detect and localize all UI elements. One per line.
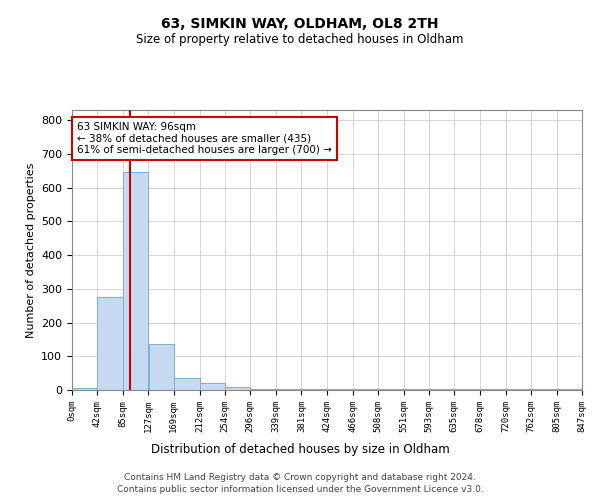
- Bar: [149, 344, 173, 390]
- Bar: [557, 388, 582, 390]
- Bar: [429, 388, 454, 390]
- Bar: [276, 388, 301, 390]
- Bar: [72, 388, 97, 390]
- Bar: [506, 388, 530, 390]
- Text: Contains public sector information licensed under the Government Licence v3.0.: Contains public sector information licen…: [116, 485, 484, 494]
- Y-axis label: Number of detached properties: Number of detached properties: [26, 162, 35, 338]
- Bar: [353, 388, 378, 390]
- Text: 63 SIMKIN WAY: 96sqm
← 38% of detached houses are smaller (435)
61% of semi-deta: 63 SIMKIN WAY: 96sqm ← 38% of detached h…: [77, 122, 332, 155]
- Bar: [97, 297, 123, 390]
- Bar: [250, 388, 276, 390]
- Text: Size of property relative to detached houses in Oldham: Size of property relative to detached ho…: [136, 32, 464, 46]
- Bar: [531, 388, 557, 390]
- Bar: [174, 378, 199, 390]
- Bar: [200, 384, 225, 390]
- Bar: [378, 388, 404, 390]
- Bar: [404, 388, 429, 390]
- Bar: [302, 388, 327, 390]
- Bar: [124, 172, 148, 390]
- Text: 63, SIMKIN WAY, OLDHAM, OL8 2TH: 63, SIMKIN WAY, OLDHAM, OL8 2TH: [161, 18, 439, 32]
- Text: Contains HM Land Registry data © Crown copyright and database right 2024.: Contains HM Land Registry data © Crown c…: [124, 472, 476, 482]
- Bar: [481, 388, 505, 390]
- Bar: [455, 388, 480, 390]
- Bar: [225, 388, 250, 390]
- Text: Distribution of detached houses by size in Oldham: Distribution of detached houses by size …: [151, 442, 449, 456]
- Bar: [328, 388, 352, 390]
